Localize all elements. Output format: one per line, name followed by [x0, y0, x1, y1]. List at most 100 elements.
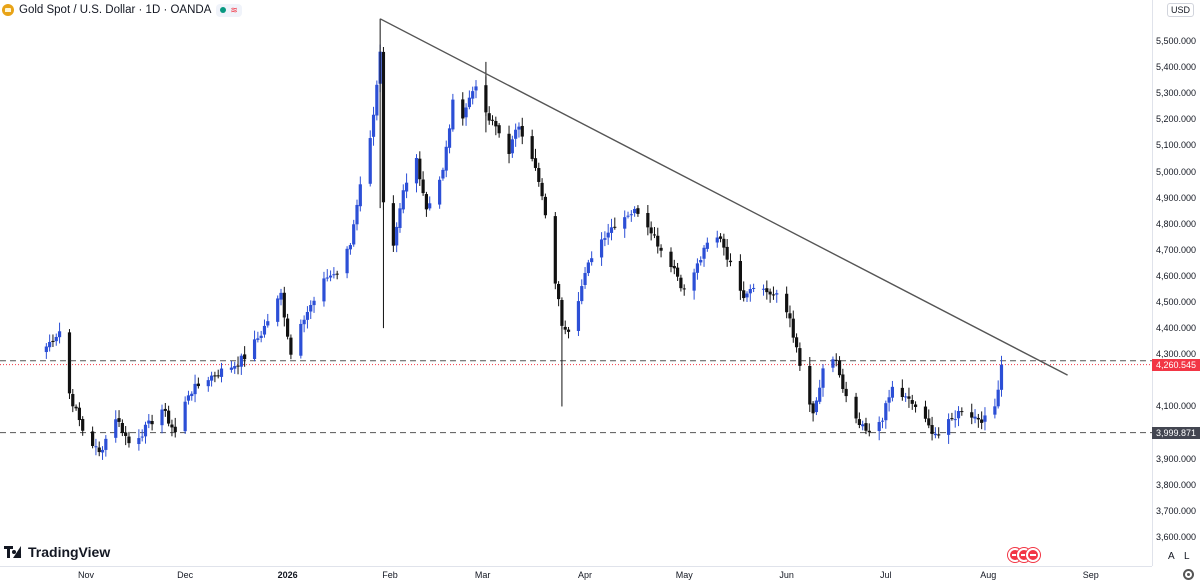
candle-body — [606, 232, 610, 238]
candle-body — [656, 235, 660, 247]
auto-scale-button[interactable]: A — [1168, 551, 1175, 562]
candle-body — [282, 292, 286, 318]
y-tick-label: 4,100.000 — [1155, 401, 1196, 412]
candle-body — [910, 400, 914, 404]
candle-body — [692, 272, 696, 291]
candle-body — [322, 278, 326, 302]
candle-body — [312, 300, 316, 306]
candle-body — [276, 298, 280, 322]
settings-icon[interactable] — [1183, 569, 1194, 580]
candle-body — [160, 409, 164, 426]
candle-body — [368, 138, 372, 184]
candle-body — [193, 383, 197, 395]
candle-body — [864, 423, 868, 431]
candle-body — [557, 283, 561, 300]
candle-body — [599, 239, 604, 258]
candle-body — [114, 419, 118, 438]
price-axis[interactable]: USD 5,500.000 5,400.000 5,300.000 5,200.000… — [1152, 0, 1200, 566]
candle-body — [471, 91, 475, 99]
gold-coin-icon — [2, 4, 14, 16]
candle-body — [722, 238, 726, 248]
candle-body — [464, 107, 468, 118]
candle-body — [150, 421, 154, 425]
candle-body — [173, 426, 177, 433]
economic-events[interactable] — [1008, 548, 1048, 562]
candle-body — [127, 436, 131, 444]
candle-body — [216, 375, 220, 377]
candle-body — [563, 326, 567, 330]
candle-body — [421, 179, 425, 194]
candle-body — [761, 288, 766, 290]
candle-body — [927, 418, 931, 426]
y-tick-label: 4,400.000 — [1155, 323, 1196, 334]
candle-body — [669, 251, 673, 268]
candle-body — [682, 288, 686, 290]
candle-body — [659, 247, 663, 251]
candle-body — [768, 291, 772, 295]
candle-body — [765, 288, 769, 293]
x-tick-label: Nov — [77, 570, 95, 580]
candle-body — [54, 336, 58, 342]
candle-body — [702, 247, 706, 259]
x-tick-label: Aug — [980, 570, 997, 580]
candle-body — [867, 430, 871, 433]
candle-body — [583, 273, 587, 285]
candle-body — [514, 129, 518, 139]
candle-body — [586, 262, 590, 274]
candle-body — [930, 425, 934, 434]
candle-body — [48, 341, 52, 348]
candle-body — [533, 158, 538, 168]
candle-body — [884, 403, 888, 421]
candle-body — [328, 275, 333, 278]
market-status[interactable]: ≋ — [216, 3, 242, 17]
candle-body — [791, 318, 795, 338]
candle-body — [398, 208, 402, 228]
candle-body — [213, 375, 217, 377]
candle-body — [923, 406, 928, 419]
candle-body — [818, 387, 822, 402]
candle-body — [239, 355, 243, 367]
candle-body — [996, 389, 1000, 407]
candle-body — [236, 365, 240, 367]
candle-body — [91, 431, 95, 446]
candle-body — [404, 182, 409, 192]
candle-body — [140, 436, 144, 438]
candle-body — [100, 449, 105, 453]
tradingview-logo[interactable]: TradingView — [4, 544, 110, 560]
us-flag-icon[interactable] — [1026, 548, 1040, 562]
time-axis[interactable]: Nov Dec 2026 Feb Mar Apr May Jun Jul Aug Sep — [0, 566, 1152, 582]
symbol-header[interactable]: Gold Spot / U.S. Dollar · 1D · OANDA ≋ — [2, 2, 242, 18]
candle-body — [120, 422, 124, 434]
candle-body — [490, 119, 495, 121]
candle-body — [652, 234, 657, 236]
candle-body — [728, 260, 733, 263]
candlestick-chart — [0, 18, 1152, 460]
candle-body — [907, 396, 911, 399]
candle-body — [857, 419, 861, 425]
symbol-title[interactable]: Gold Spot / U.S. Dollar · 1D · OANDA — [19, 4, 212, 16]
trendline[interactable] — [379, 18, 1068, 376]
log-scale-button[interactable]: L — [1184, 551, 1190, 562]
candle-body — [71, 394, 75, 407]
candle-body — [243, 354, 247, 360]
y-tick-label: 4,300.000 — [1155, 349, 1196, 360]
candle-body — [289, 337, 293, 355]
candle-body — [646, 213, 650, 228]
tradingview-icon — [4, 546, 25, 558]
candle-body — [566, 329, 571, 332]
candle-body — [798, 348, 802, 366]
candle-body — [279, 292, 283, 300]
candle-body — [530, 136, 534, 159]
candle-body — [262, 325, 267, 335]
candle-body — [447, 128, 452, 148]
candle-body — [976, 417, 980, 420]
candle-body — [953, 419, 957, 421]
candle-body — [170, 424, 174, 428]
candle-body — [97, 447, 101, 453]
candle-body — [745, 293, 749, 298]
y-tick-label: 4,900.000 — [1155, 192, 1196, 203]
candle-body — [913, 404, 918, 407]
plot-area[interactable] — [0, 0, 1152, 566]
currency-selector[interactable]: USD — [1166, 3, 1194, 17]
candle-body — [834, 359, 838, 361]
